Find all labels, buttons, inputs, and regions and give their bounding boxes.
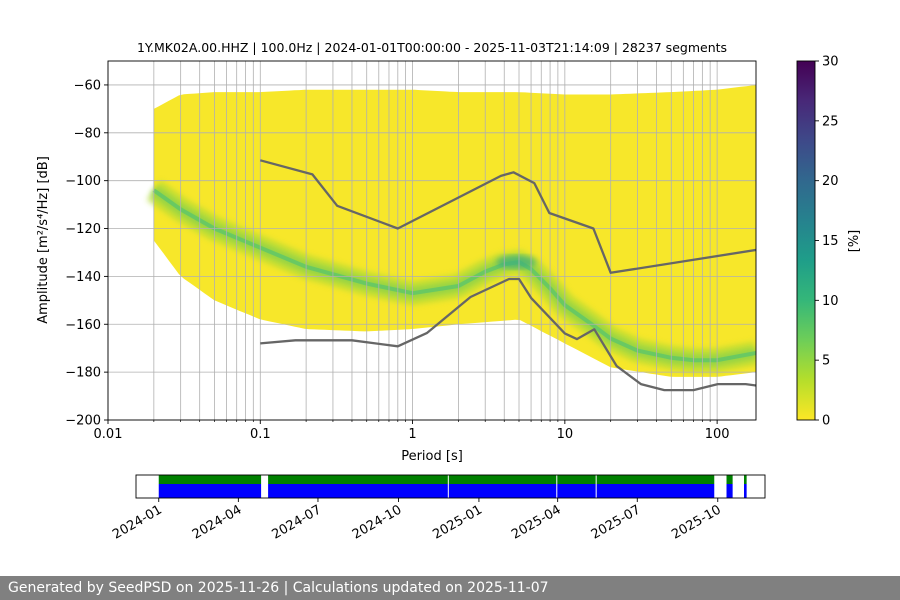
colorbar-tick-label: 0 (822, 414, 830, 429)
coverage-span-bottom (268, 484, 715, 498)
colorbar-tick-label: 20 (822, 174, 839, 189)
y-tick-label: −180 (65, 366, 101, 381)
nhnm-curve (259, 159, 756, 274)
coverage-span-bottom (158, 484, 262, 498)
timeline-tick-label: 2024-10 (350, 502, 405, 542)
nlnm-curve (260, 277, 756, 392)
colorbar-label: [%] (847, 230, 862, 253)
x-tick-label: 100 (705, 427, 730, 442)
ppsd-density-area (153, 84, 756, 377)
coverage-span-top (158, 475, 262, 484)
colorbar-tick-label: 15 (822, 234, 839, 249)
y-tick-label: −120 (65, 222, 101, 237)
colorbar-tick-label: 25 (822, 114, 839, 129)
x-tick-label: 1 (408, 427, 416, 442)
timeline-tick-label: 2025-01 (430, 502, 485, 542)
x-tick-label: 0.01 (94, 427, 123, 442)
x-tick-label: 0.1 (250, 427, 271, 442)
coverage-span-top (268, 475, 715, 484)
timeline-tick-label: 2024-07 (269, 502, 324, 542)
timeline-tick-label: 2025-10 (669, 502, 724, 542)
timeline-frame (135, 474, 766, 499)
y-tick-label: −160 (65, 318, 101, 333)
x-axis-label: Period [s] (401, 449, 463, 464)
colorbar-tick-label: 30 (822, 55, 839, 70)
y-tick-label: −80 (74, 126, 101, 141)
timeline-tick-label: 2025-07 (589, 502, 644, 542)
colorbar-tick-label: 10 (822, 294, 839, 309)
coverage-span-bottom (744, 484, 747, 498)
coverage-span-bottom (726, 484, 733, 498)
y-tick-label: −100 (65, 174, 101, 189)
footer-status-text: Generated by SeedPSD on 2025-11-26 | Cal… (0, 576, 900, 600)
y-tick-label: −200 (65, 414, 101, 429)
y-tick-label: −140 (65, 270, 101, 285)
y-axis-label: Amplitude [m²/s⁴/Hz] [dB] (36, 156, 51, 324)
timeline-tick-label: 2024-04 (190, 502, 245, 542)
colorbar-tick-label: 5 (822, 354, 830, 369)
plot-frame (107, 60, 757, 421)
chart-title: 1Y.MK02A.00.HHZ | 100.0Hz | 2024-01-01T0… (137, 40, 727, 55)
y-tick-label: −60 (74, 78, 101, 93)
x-tick-label: 10 (557, 427, 574, 442)
coverage-span-top (744, 475, 747, 484)
timeline-tick-label: 2025-04 (509, 502, 564, 542)
coverage-span-top (726, 475, 733, 484)
timeline-tick-label: 2024-01 (110, 502, 165, 542)
colorbar (796, 60, 816, 421)
ppsd-microseism-peak (496, 255, 537, 270)
